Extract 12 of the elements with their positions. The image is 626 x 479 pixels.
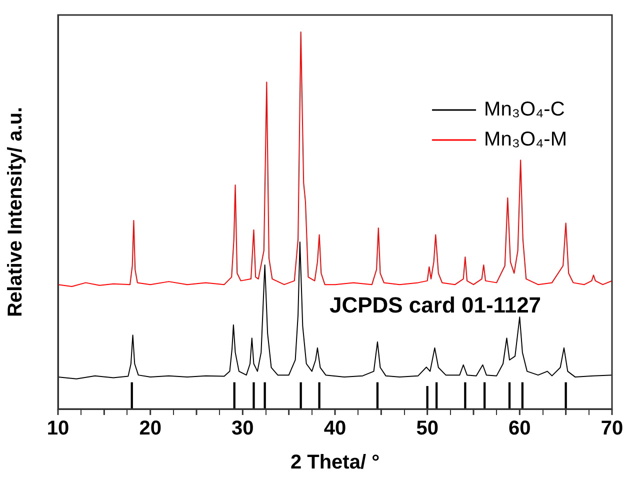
x-tick-label: 70 bbox=[600, 418, 624, 440]
annotation: JCPDS card 01-1127 bbox=[329, 292, 542, 318]
legend-label: Mn₃O₄-C bbox=[484, 98, 565, 121]
legend-label: Mn₃O₄-M bbox=[484, 128, 567, 151]
y-axis-title: Relative Intensity/ a.u. bbox=[4, 106, 27, 318]
x-tick-label: 20 bbox=[139, 418, 162, 440]
x-tick-label: 40 bbox=[324, 418, 346, 440]
x-tick-label: 10 bbox=[46, 418, 70, 440]
x-tick-label: 50 bbox=[416, 418, 438, 440]
x-axis-title: 2 Theta/ ° bbox=[290, 452, 380, 474]
x-tick-label: 30 bbox=[232, 418, 254, 440]
x-tick-label: 60 bbox=[508, 418, 531, 440]
